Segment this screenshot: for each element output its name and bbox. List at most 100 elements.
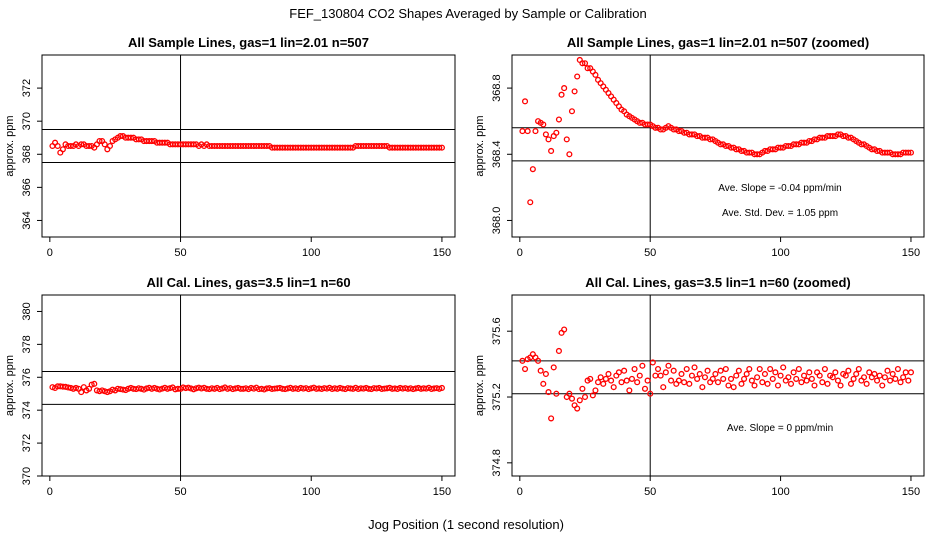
data-point (754, 151, 761, 158)
data-point (410, 386, 417, 393)
data-point (707, 136, 714, 143)
data-point (889, 370, 896, 378)
data-point (521, 365, 529, 373)
data-point (618, 379, 625, 386)
data-point (623, 377, 630, 384)
data-point (907, 369, 915, 376)
data-point (579, 60, 586, 67)
plot-frame (41, 54, 456, 238)
y-tick-label: 378 (21, 335, 33, 353)
data-point (135, 136, 142, 143)
y-tick-label: 368.0 (491, 207, 503, 235)
data-point (808, 375, 815, 382)
x-tick-label: 50 (174, 486, 186, 498)
data-point (561, 85, 568, 92)
data-point (670, 367, 677, 374)
data-point (733, 372, 740, 379)
data-point (884, 149, 891, 156)
data-point (847, 380, 855, 387)
data-point (691, 364, 698, 371)
data-point (542, 370, 549, 378)
x-tick-label: 50 (644, 486, 656, 498)
data-point (801, 372, 808, 379)
data-point (777, 144, 784, 151)
data-point (761, 147, 768, 155)
data-point (548, 415, 555, 422)
data-point (688, 372, 695, 379)
x-tick-label: 100 (771, 486, 789, 498)
data-point (853, 370, 860, 378)
data-point (894, 365, 901, 373)
data-point (811, 382, 818, 389)
data-point (649, 359, 656, 366)
data-point (190, 141, 197, 148)
data-point (555, 116, 562, 123)
data-point (581, 393, 589, 401)
data-point (845, 134, 852, 141)
data-point (174, 385, 181, 392)
data-point (589, 392, 596, 399)
data-point (860, 374, 868, 381)
data-point (652, 372, 659, 379)
data-point (647, 390, 654, 397)
data-point (99, 387, 106, 394)
data-point (54, 142, 61, 150)
data-point (67, 142, 74, 150)
data-point (668, 377, 675, 384)
data-point (714, 379, 722, 386)
data-point (610, 384, 617, 391)
data-point (688, 131, 695, 138)
data-point (336, 384, 344, 392)
data-point (86, 142, 93, 150)
data-point (568, 395, 576, 402)
data-point (821, 365, 828, 373)
data-point (91, 380, 98, 387)
data-point (665, 362, 672, 369)
data-point (701, 134, 709, 141)
data-point (787, 380, 795, 387)
data-point (626, 387, 633, 394)
data-point (363, 384, 370, 392)
data-point (78, 141, 85, 148)
data-point (811, 136, 818, 143)
data-point (829, 374, 836, 381)
data-point (819, 134, 826, 141)
data-point (727, 144, 735, 151)
y-axis-label: approx. ppm (4, 355, 16, 416)
data-point (871, 370, 878, 378)
annotation: Ave. Slope = -0.04 ppm/min (718, 183, 842, 194)
data-point (62, 383, 69, 390)
data-point (795, 365, 802, 373)
data-point (151, 384, 158, 392)
data-point (699, 384, 706, 391)
data-point (185, 384, 192, 391)
data-points (49, 133, 445, 156)
data-point (907, 149, 915, 156)
data-point (881, 374, 888, 381)
data-point (793, 141, 800, 148)
data-point (550, 364, 557, 371)
data-point (905, 149, 912, 156)
panel-2: All Sample Lines, gas=1 lin=2.01 n=507 (… (474, 35, 925, 259)
data-point (216, 386, 223, 393)
data-point (636, 119, 643, 126)
data-point (746, 365, 753, 373)
y-axis-label: approx. ppm (4, 115, 16, 176)
y-tick-label: 368 (21, 145, 33, 163)
data-point (834, 131, 841, 138)
data-point (519, 357, 526, 364)
x-tick-label: 150 (433, 486, 451, 498)
data-point (621, 367, 628, 374)
y-tick-label: 376 (21, 368, 33, 386)
x-tick-label: 0 (517, 247, 523, 259)
data-point (722, 142, 729, 150)
data-point (759, 379, 766, 386)
data-point (561, 326, 568, 333)
data-point (581, 60, 589, 67)
data-point (738, 380, 745, 387)
data-point (722, 365, 729, 373)
data-point (161, 139, 168, 146)
data-point (229, 386, 236, 393)
data-point (600, 380, 607, 387)
data-point (767, 365, 774, 373)
